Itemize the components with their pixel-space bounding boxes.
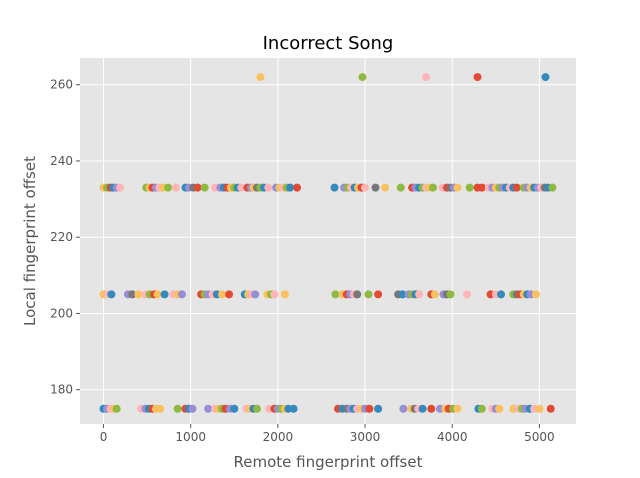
data-point: [531, 290, 540, 299]
data-point: [230, 404, 239, 413]
y-tick-label: 240: [50, 154, 73, 168]
data-point: [465, 183, 474, 192]
data-point: [289, 404, 298, 413]
data-point: [374, 290, 383, 299]
data-point: [427, 404, 436, 413]
data-point: [418, 404, 427, 413]
plot-area: [80, 58, 576, 424]
data-point: [256, 73, 265, 82]
data-point: [548, 183, 557, 192]
y-tick-label: 260: [50, 78, 73, 92]
data-point: [128, 290, 137, 299]
data-point: [156, 404, 165, 413]
data-point: [252, 404, 261, 413]
x-tick-label: 4000: [437, 430, 468, 444]
data-point: [107, 290, 116, 299]
data-point: [497, 290, 506, 299]
data-point: [398, 290, 407, 299]
data-point: [280, 290, 289, 299]
data-point: [415, 290, 424, 299]
data-point: [477, 404, 486, 413]
data-point: [429, 183, 438, 192]
data-point: [177, 290, 186, 299]
data-point: [286, 183, 295, 192]
x-tick-label: 1000: [175, 430, 206, 444]
data-point: [358, 73, 367, 82]
data-point: [422, 73, 431, 82]
data-point: [171, 183, 180, 192]
data-point: [361, 183, 370, 192]
data-point: [200, 183, 209, 192]
data-point: [225, 290, 234, 299]
x-tick-label: 2000: [263, 430, 294, 444]
axis-ticks: 0 1000 2000 3000 4000 5000 180 200 220 240 260: [50, 78, 555, 444]
data-point: [396, 183, 405, 192]
x-tick-label: 0: [100, 430, 108, 444]
data-point: [453, 183, 462, 192]
grid: [80, 58, 576, 424]
data-point: [237, 183, 246, 192]
data-point: [188, 404, 197, 413]
y-tick-label: 180: [50, 383, 73, 397]
x-tick-label: 3000: [350, 430, 381, 444]
data-point: [193, 183, 202, 192]
data-point: [153, 290, 162, 299]
data-point: [218, 290, 227, 299]
data-point: [453, 404, 462, 413]
data-point: [364, 290, 373, 299]
data-point: [495, 404, 504, 413]
data-point: [535, 404, 544, 413]
y-tick-label: 220: [50, 230, 73, 244]
data-point: [116, 183, 125, 192]
data-point: [204, 404, 213, 413]
data-point: [160, 290, 169, 299]
data-point: [365, 404, 374, 413]
data-point: [264, 183, 273, 192]
data-point: [173, 404, 182, 413]
data-point: [270, 290, 279, 299]
data-point: [446, 290, 455, 299]
data-point: [353, 290, 362, 299]
data-point: [477, 183, 486, 192]
data-point: [381, 183, 390, 192]
y-tick-label: 200: [50, 306, 73, 320]
data-point: [293, 183, 302, 192]
data-point: [399, 404, 408, 413]
x-tick-label: 5000: [524, 430, 555, 444]
data-point: [251, 290, 260, 299]
data-points: [99, 73, 557, 413]
data-point: [473, 73, 482, 82]
data-point: [463, 290, 472, 299]
data-point: [331, 290, 340, 299]
data-point: [512, 183, 521, 192]
data-point: [430, 290, 439, 299]
data-point: [374, 404, 383, 413]
data-point: [541, 73, 550, 82]
data-point: [112, 404, 121, 413]
data-point: [134, 290, 143, 299]
chart-title: Incorrect Song: [263, 33, 394, 54]
y-axis-label: Local fingerprint offset: [21, 156, 39, 326]
data-point: [371, 183, 380, 192]
data-point: [546, 404, 555, 413]
x-axis-label: Remote fingerprint offset: [234, 453, 423, 471]
data-point: [164, 183, 173, 192]
data-point: [330, 183, 339, 192]
